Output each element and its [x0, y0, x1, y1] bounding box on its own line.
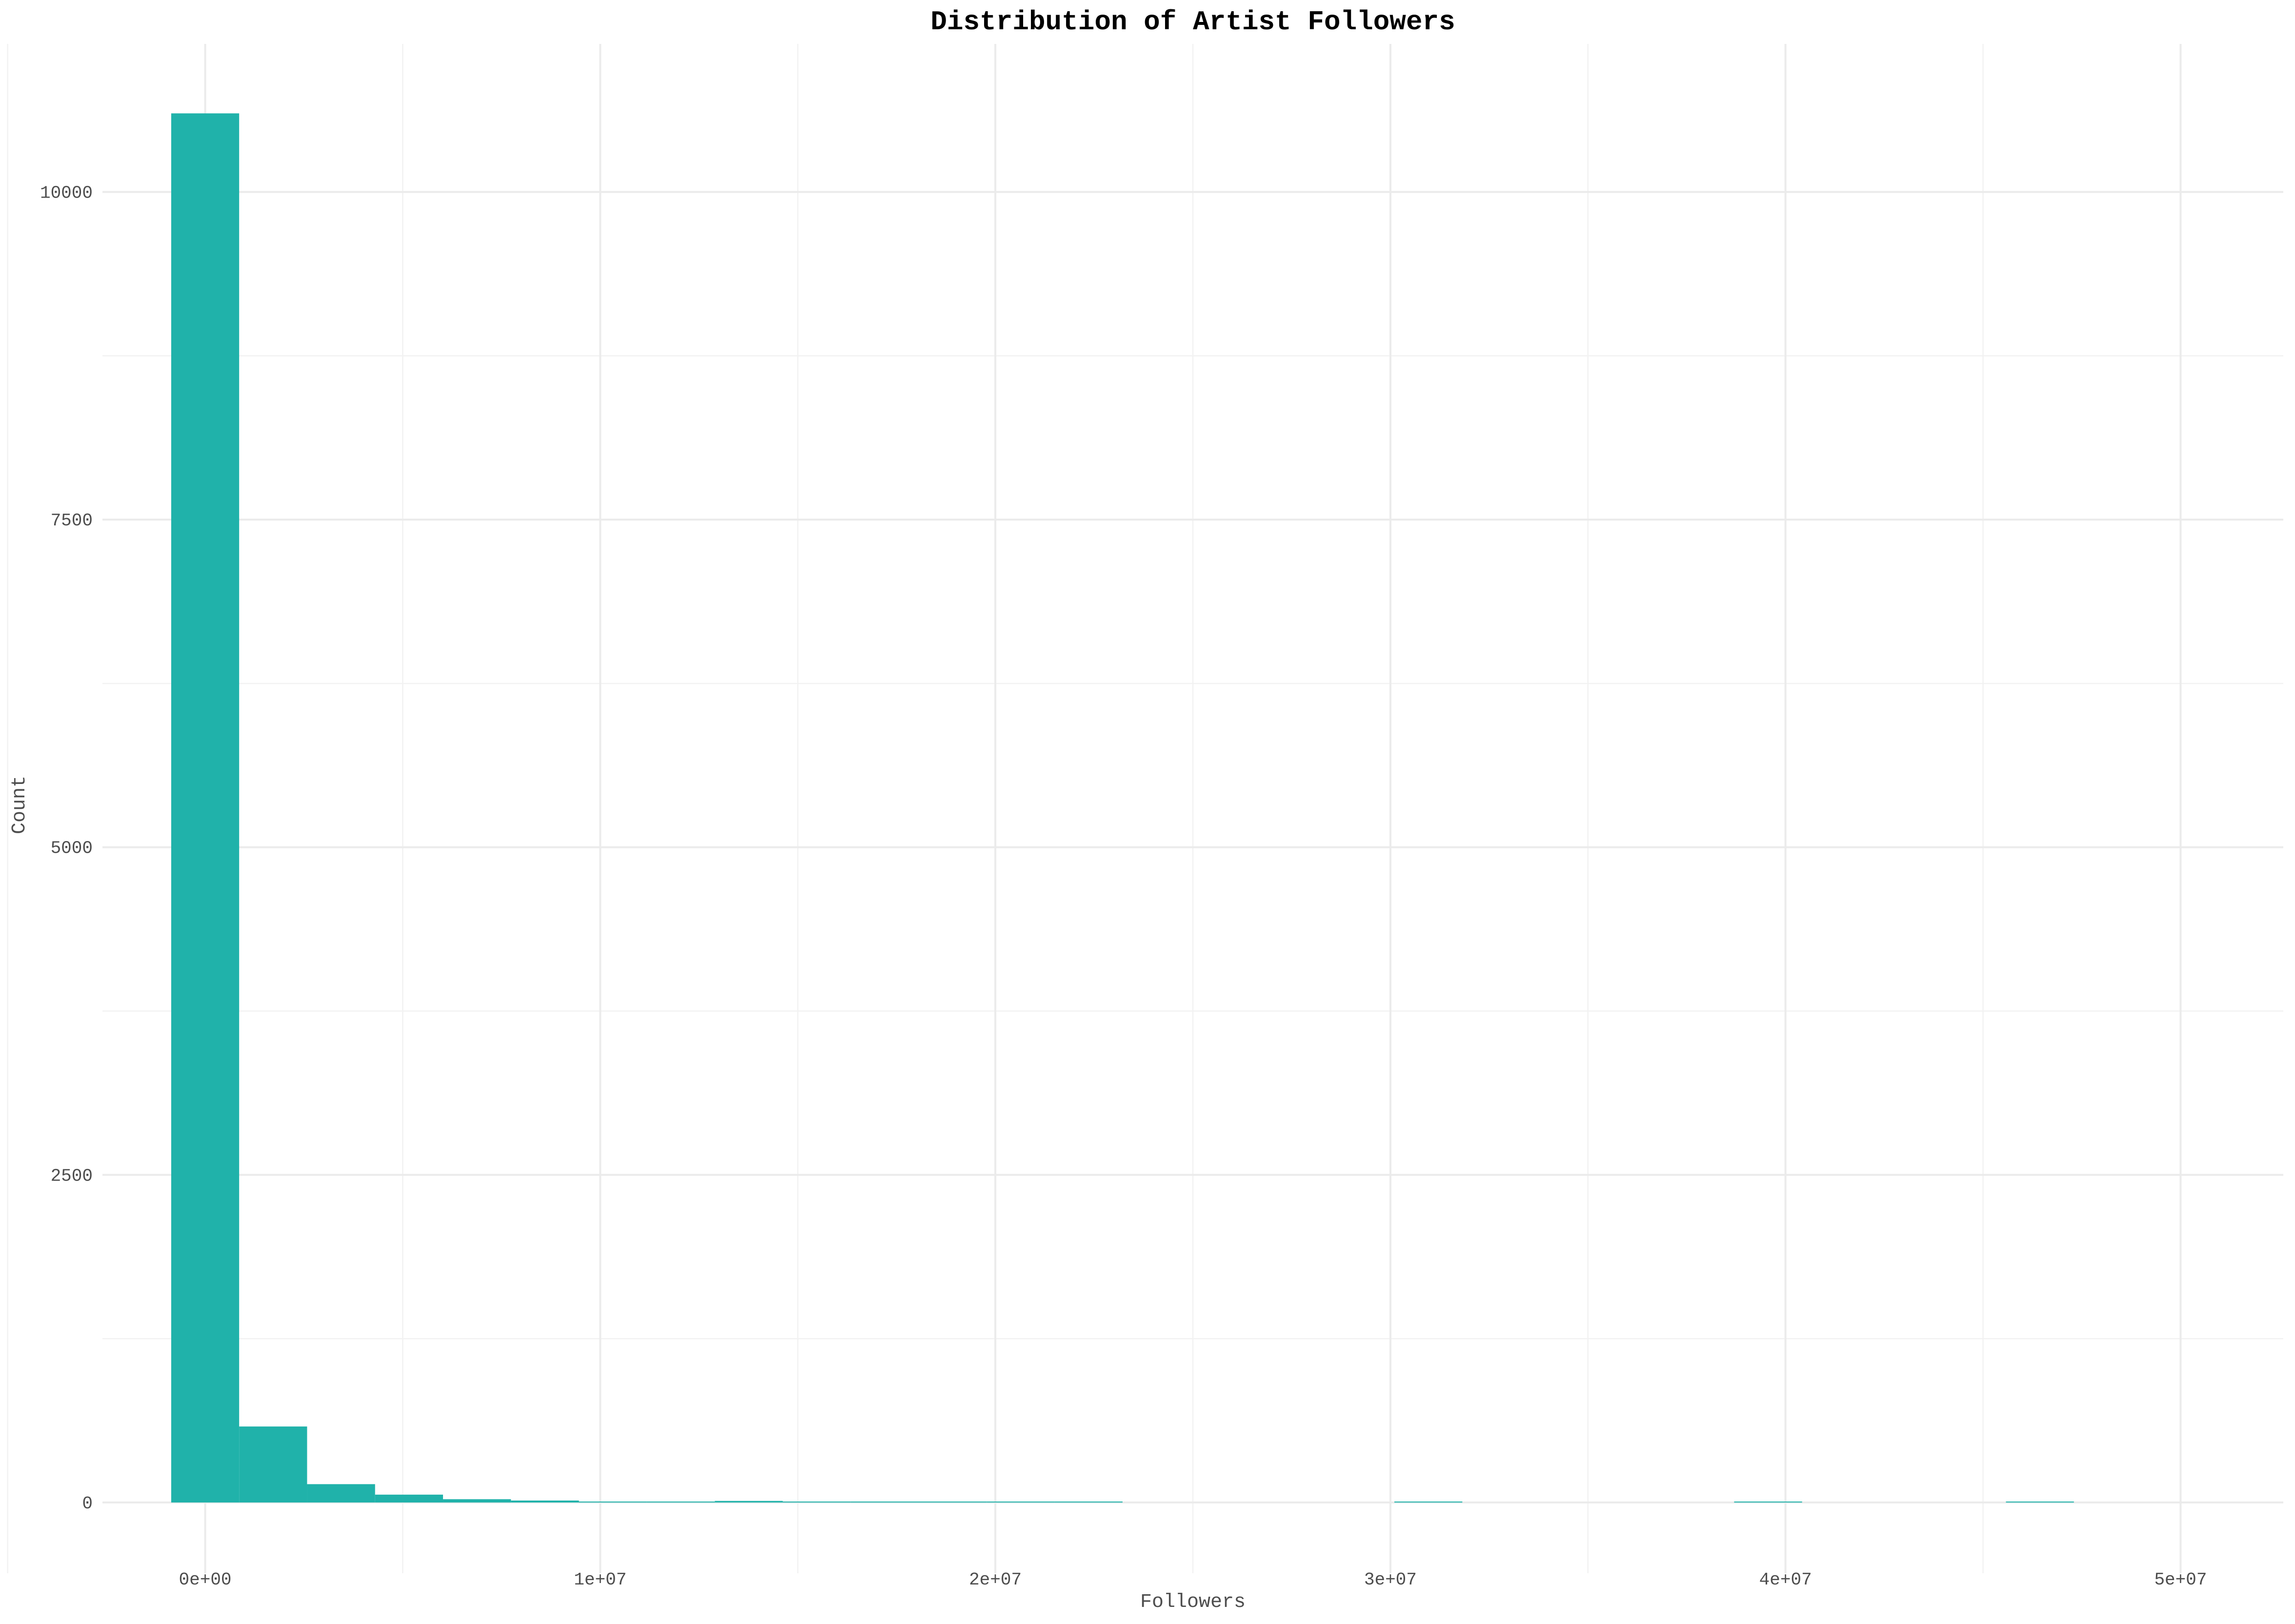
- histogram-bars: [171, 113, 2074, 1503]
- histogram-bar: [239, 1426, 307, 1503]
- y-axis-label: Count: [9, 776, 31, 834]
- x-tick-label: 1e+07: [574, 1570, 626, 1590]
- histogram-bar: [1734, 1501, 1802, 1503]
- histogram-bar: [2006, 1501, 2074, 1503]
- x-tick-label: 5e+07: [2154, 1570, 2207, 1590]
- histogram-bar: [171, 113, 240, 1503]
- chart-title: Distribution of Artist Followers: [930, 6, 1455, 38]
- histogram-bar: [1394, 1501, 1463, 1503]
- x-tick-label: 0e+00: [179, 1570, 232, 1590]
- histogram-bar: [511, 1500, 579, 1503]
- y-tick-label: 0: [82, 1494, 93, 1514]
- grid-layer: [7, 44, 2283, 1573]
- x-axis-label: Followers: [1140, 1591, 1246, 1613]
- histogram-bar: [375, 1494, 443, 1503]
- histogram-bar: [646, 1501, 715, 1503]
- x-tick-label: 4e+07: [1759, 1570, 1812, 1590]
- histogram-bar: [1054, 1501, 1123, 1503]
- x-tick-label: 2e+07: [969, 1570, 1022, 1590]
- tick-labels: 0e+00 1e+07 2e+07 3e+07 4e+07 5e+07 0 2500 5000 7…: [40, 183, 2207, 1590]
- histogram-bar: [307, 1484, 375, 1503]
- y-tick-label: 2500: [51, 1166, 93, 1186]
- y-tick-label: 5000: [51, 839, 93, 859]
- y-tick-label: 10000: [40, 183, 93, 203]
- histogram-bar: [783, 1501, 851, 1503]
- y-tick-label: 7500: [51, 511, 93, 531]
- histogram-bar: [579, 1501, 647, 1503]
- histogram-bar: [986, 1501, 1055, 1503]
- histogram-bar: [715, 1501, 783, 1503]
- histogram-bar: [443, 1499, 511, 1503]
- x-tick-label: 3e+07: [1364, 1570, 1417, 1590]
- histogram-bar: [919, 1501, 987, 1503]
- histogram-bar: [850, 1501, 919, 1503]
